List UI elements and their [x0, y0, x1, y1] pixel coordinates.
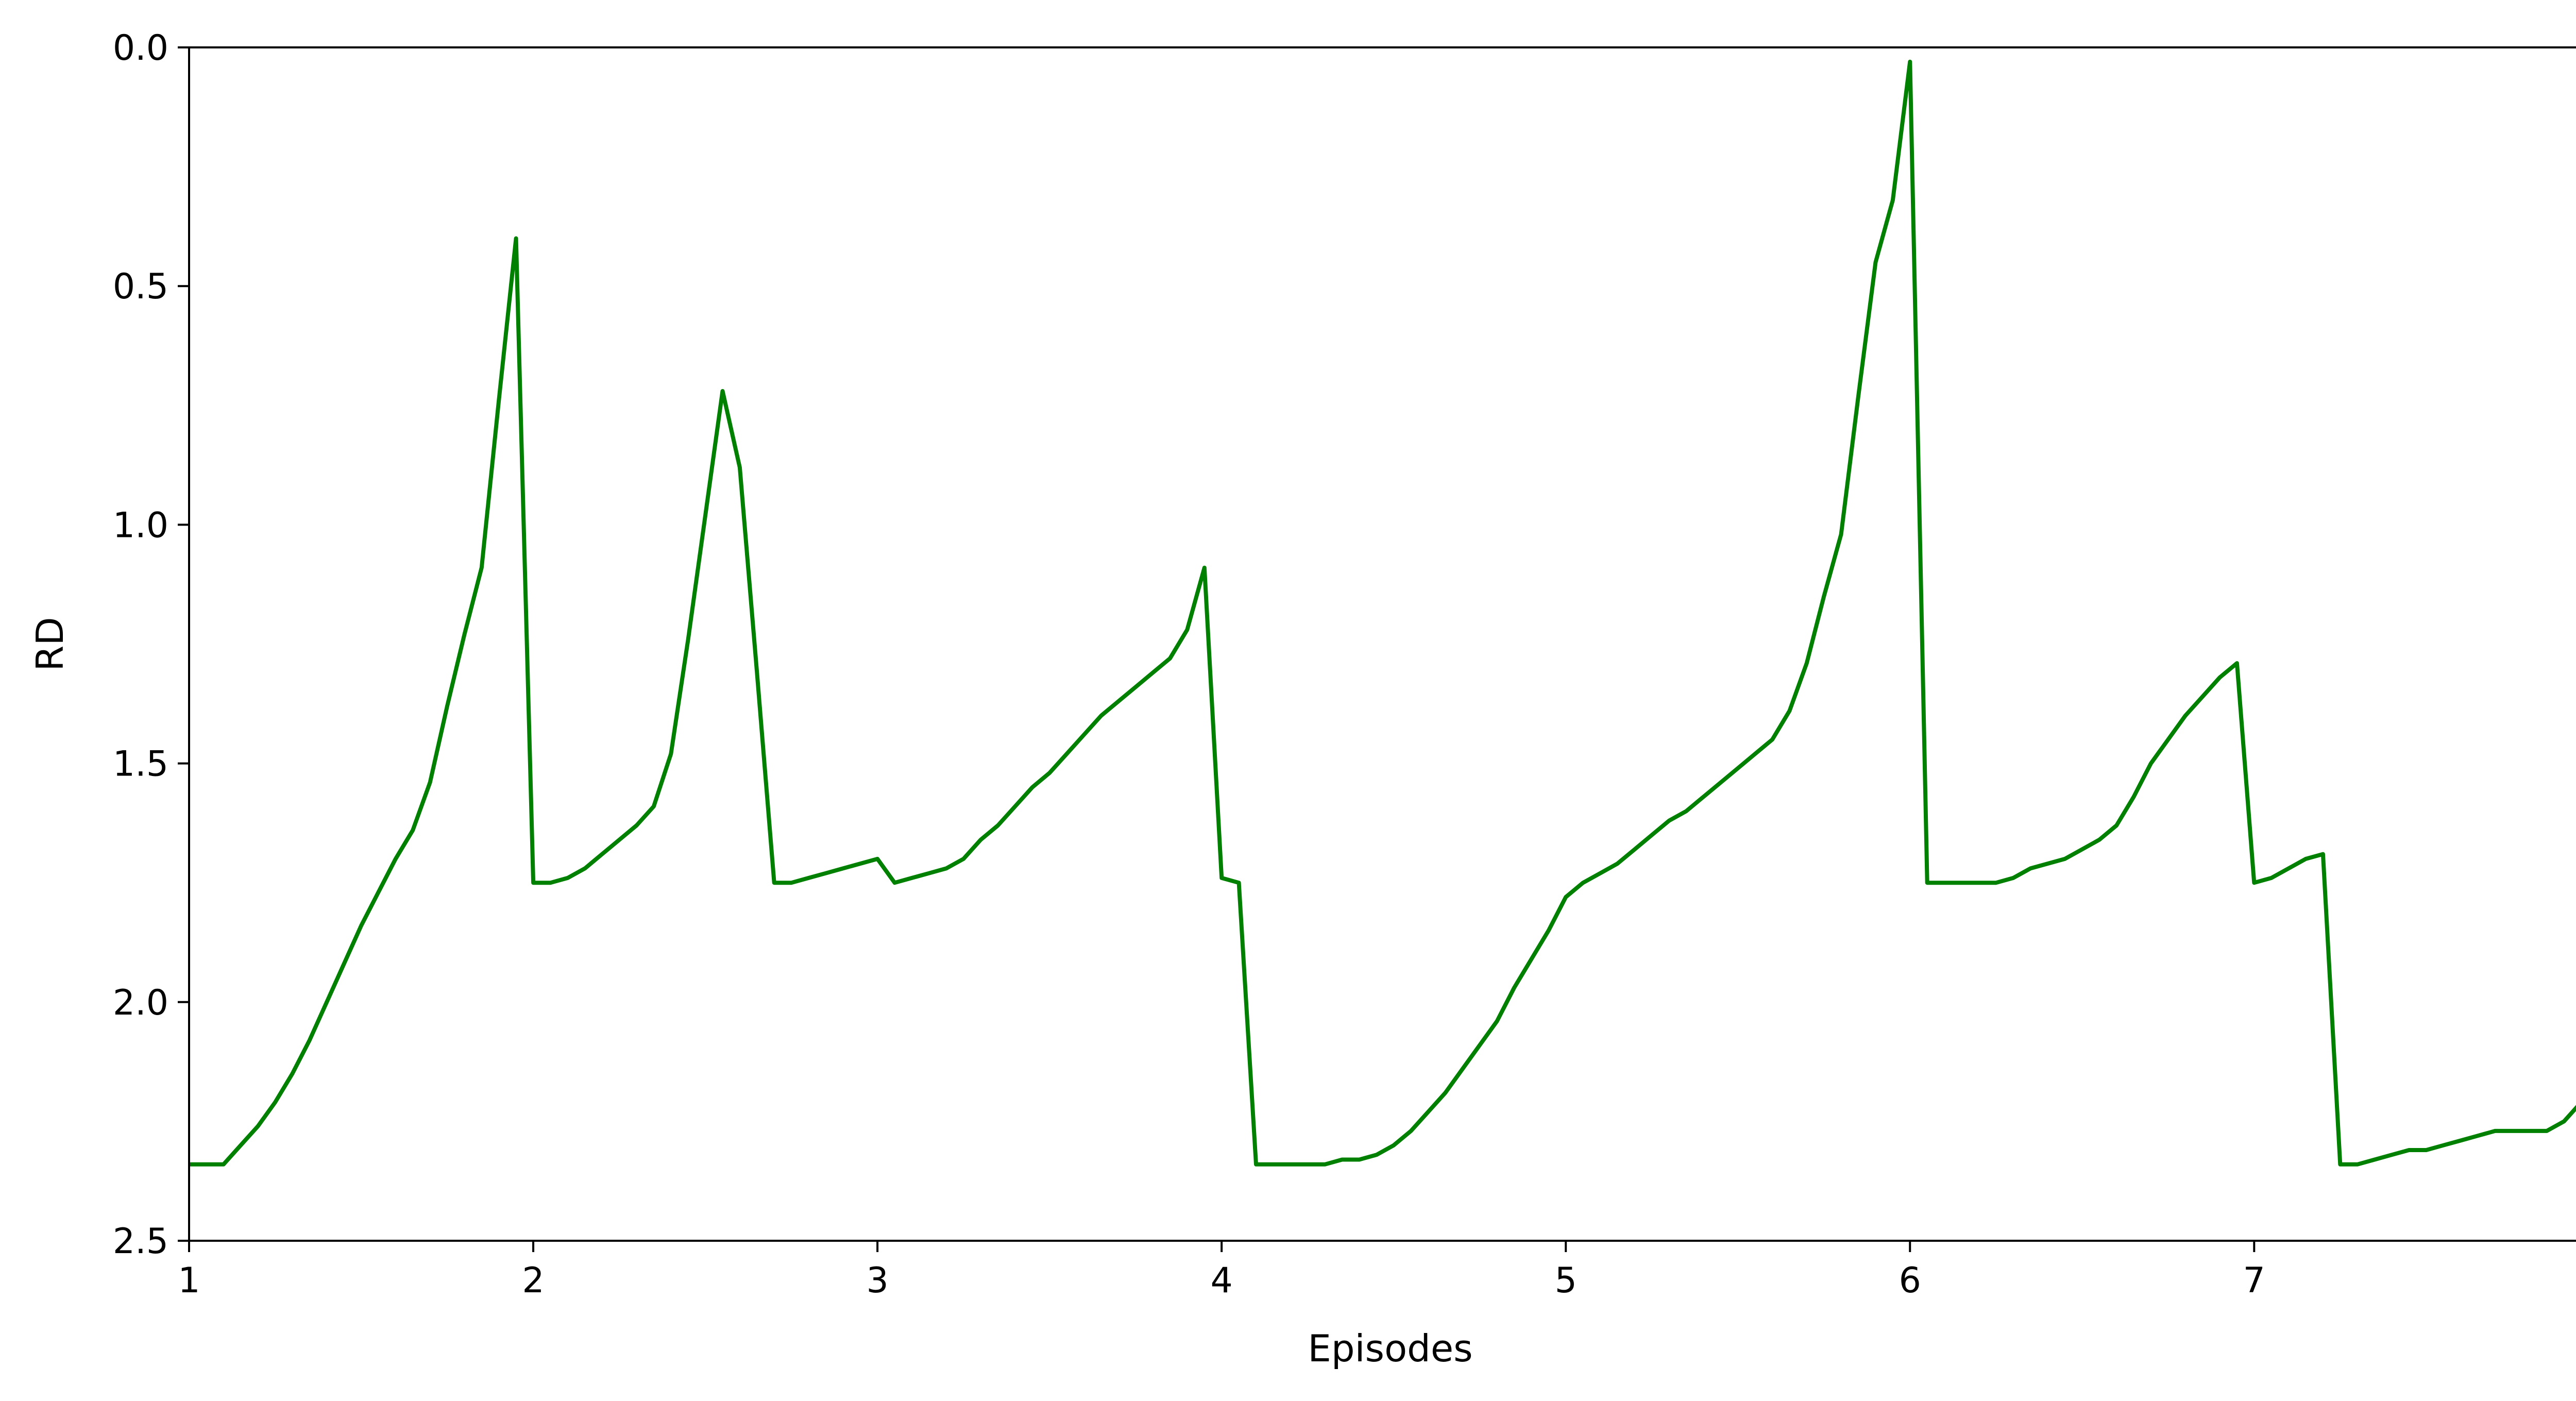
- y-tick-label: 0.5: [113, 266, 168, 307]
- x-tick-label: 5: [1555, 1260, 1577, 1301]
- x-tick-label: 3: [866, 1260, 888, 1301]
- y-axis-ticks: 0.0 0.5 1.0 1.5 2.0 2.5: [113, 28, 189, 1262]
- y-tick-label: 1.5: [113, 744, 168, 785]
- x-axis-label: Episodes: [1308, 1327, 1472, 1370]
- y-tick-label: 0.0: [113, 28, 168, 69]
- y-tick-label: 1.0: [113, 505, 168, 546]
- series-layer: [189, 59, 2576, 1167]
- x-tick-label: 1: [178, 1260, 200, 1301]
- x-tick-label: 7: [2243, 1260, 2265, 1301]
- x-axis-ticks: 1 2 3 4 5 6 7: [178, 1241, 2265, 1301]
- x-tick-label: 6: [1899, 1260, 1921, 1301]
- x-tick-label: 4: [1211, 1260, 1233, 1301]
- y-tick-label: 2.0: [113, 983, 168, 1023]
- y-axis-label: RD: [28, 617, 72, 671]
- axes-frame: [188, 46, 2576, 1242]
- y-tick-label: 2.5: [113, 1221, 168, 1262]
- x-tick-label: 2: [522, 1260, 544, 1301]
- series-line-0: [189, 59, 2576, 1167]
